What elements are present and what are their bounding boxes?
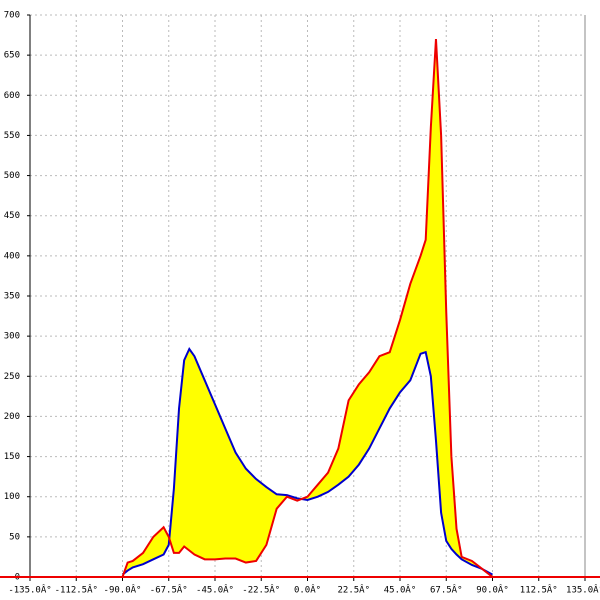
area-between [122, 39, 493, 578]
y-tick-label: 200 [4, 412, 20, 422]
y-tick-label: 250 [4, 372, 20, 382]
x-tick-label: 22.5Â° [337, 584, 370, 596]
y-tick-label: 100 [4, 492, 20, 502]
x-tick-label: 45.0Â° [384, 584, 417, 596]
y-tick-label: 500 [4, 171, 20, 181]
y-tick-label: 600 [4, 91, 20, 101]
series-line [121, 39, 494, 578]
x-tick-label: 112.5Â° [520, 584, 558, 596]
x-tick-label: 135.0Â° [566, 584, 600, 596]
y-tick-label: 50 [9, 532, 20, 542]
y-tick-label: 450 [4, 211, 20, 221]
x-tick-label: -112.5Â° [55, 584, 98, 596]
y-tick-label: 350 [4, 292, 20, 302]
y-tick-label: 300 [4, 332, 20, 342]
x-tick-label: 67.5Â° [430, 584, 463, 596]
y-tick-label: 650 [4, 51, 20, 61]
x-tick-label: 0.0Â° [294, 584, 321, 596]
y-tick-label: 700 [4, 11, 20, 21]
x-tick-label: -90.0Â° [104, 584, 142, 596]
y-tick-label: 550 [4, 131, 20, 141]
y-tick-label: 400 [4, 251, 20, 261]
series-line [121, 346, 493, 576]
x-tick-label: -67.5Â° [150, 584, 188, 596]
y-tick-label: 150 [4, 452, 20, 462]
x-tick-label: 90.0Â° [476, 584, 509, 596]
x-tick-label: -135.0Â° [8, 584, 51, 596]
x-tick-label: -22.5Â° [242, 584, 280, 596]
x-tick-label: -45.0Â° [196, 584, 234, 596]
